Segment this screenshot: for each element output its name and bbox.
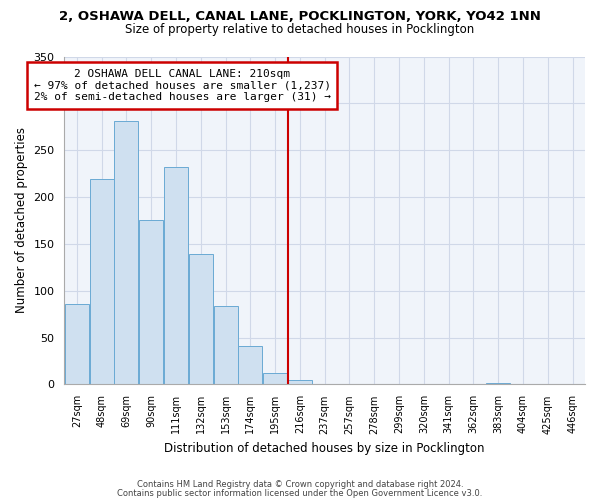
Bar <box>139 220 163 384</box>
Bar <box>115 121 139 384</box>
Bar <box>486 382 510 384</box>
Bar <box>238 346 262 385</box>
Bar <box>65 304 89 384</box>
Y-axis label: Number of detached properties: Number of detached properties <box>15 128 28 314</box>
Bar <box>288 380 312 384</box>
Text: 2, OSHAWA DELL, CANAL LANE, POCKLINGTON, YORK, YO42 1NN: 2, OSHAWA DELL, CANAL LANE, POCKLINGTON,… <box>59 10 541 23</box>
Text: Contains HM Land Registry data © Crown copyright and database right 2024.: Contains HM Land Registry data © Crown c… <box>137 480 463 489</box>
Bar <box>263 373 287 384</box>
Text: Contains public sector information licensed under the Open Government Licence v3: Contains public sector information licen… <box>118 490 482 498</box>
Bar <box>89 179 113 384</box>
Bar <box>164 167 188 384</box>
Bar <box>214 306 238 384</box>
Text: 2 OSHAWA DELL CANAL LANE: 210sqm
← 97% of detached houses are smaller (1,237)
2%: 2 OSHAWA DELL CANAL LANE: 210sqm ← 97% o… <box>34 68 331 102</box>
Bar <box>189 254 213 384</box>
Text: Size of property relative to detached houses in Pocklington: Size of property relative to detached ho… <box>125 22 475 36</box>
X-axis label: Distribution of detached houses by size in Pocklington: Distribution of detached houses by size … <box>164 442 485 455</box>
